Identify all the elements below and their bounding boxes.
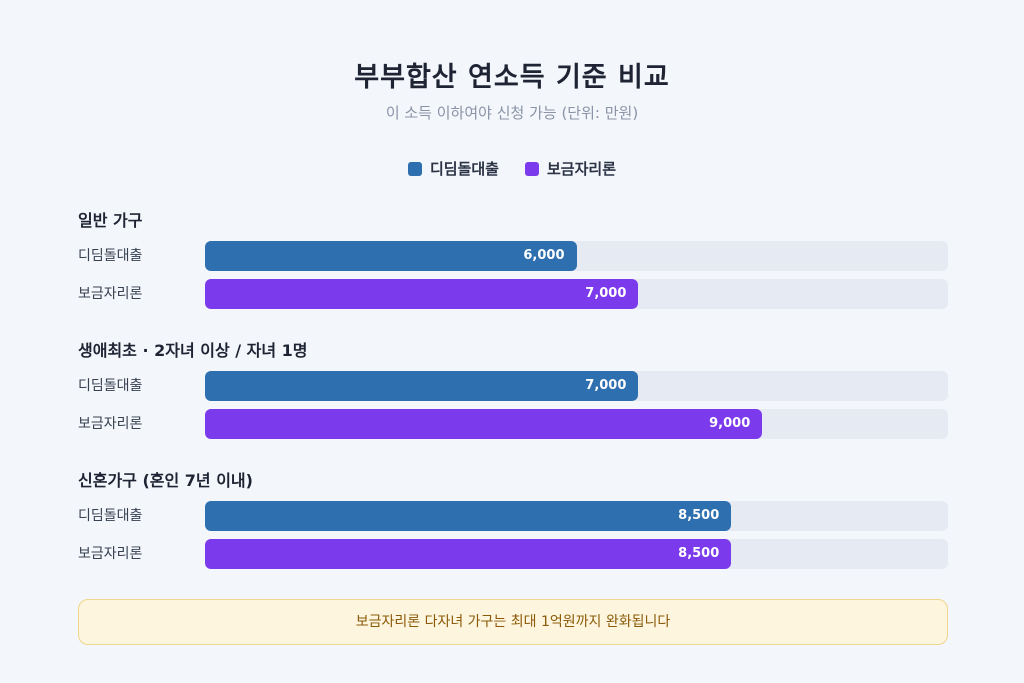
group-title: 신혼가구 (혼인 7년 이내): [78, 471, 253, 490]
group-newlywed: 신혼가구 (혼인 7년 이내): [78, 469, 948, 493]
bar-value-label: 9,000: [709, 416, 751, 431]
bar: 8,500: [205, 539, 732, 569]
bar-track: 7,000: [205, 279, 948, 309]
legend-label-series-1: 디딤돌대출: [429, 160, 499, 178]
legend-swatch-series-1: [407, 161, 422, 176]
bar-row-label: 보금자리론: [78, 286, 143, 302]
bar-row: 보금자리론 7,000: [78, 279, 948, 309]
bar-row-label: 보금자리론: [78, 416, 143, 432]
legend-swatch-series-2: [525, 161, 539, 176]
group-title: 생애최초 · 2자녀 이상 / 자녀 1명: [78, 341, 308, 360]
bar-row-label: 디딤돌대출: [78, 508, 143, 524]
bar: 9,000: [205, 409, 763, 439]
bar-row: 디딤돌대출 7,000: [78, 371, 948, 401]
info-note: 보금자리론 다자녀 가구는 최대 1억원까지 완화됩니다: [78, 599, 948, 645]
bar-value-label: 6,000: [523, 248, 565, 263]
bar-track: 9,000: [205, 409, 948, 439]
bar: 6,000: [205, 241, 577, 271]
bar-row: 디딤돌대출 8,500: [78, 501, 948, 531]
bar-value-label: 7,000: [585, 378, 627, 393]
bar: 8,500: [205, 501, 732, 531]
bar-row: 디딤돌대출 6,000: [78, 241, 948, 271]
legend-label-series-2: 보금자리론: [547, 160, 617, 178]
chart-legend: 디딤돌대출 보금자리론: [0, 158, 1024, 179]
bar-track: 7,000: [205, 371, 948, 401]
bar-track: 8,500: [205, 539, 948, 569]
bar-track: 8,500: [205, 501, 948, 531]
bar: 7,000: [205, 371, 639, 401]
bar-value-label: 7,000: [585, 286, 627, 301]
group-title: 일반 가구: [78, 211, 143, 230]
bar-row-label: 디딤돌대출: [78, 248, 143, 264]
bar-row: 보금자리론 8,500: [78, 539, 948, 569]
bar-value-label: 8,500: [678, 508, 720, 523]
bar-row: 보금자리론 9,000: [78, 409, 948, 439]
bar-row-label: 디딤돌대출: [78, 378, 143, 394]
group-first-time: 생애최초 · 2자녀 이상 / 자녀 1명: [78, 339, 948, 363]
bar-track: 6,000: [205, 241, 948, 271]
chart-subtitle: 이 소득 이하여야 신청 가능 (단위: 만원): [385, 104, 639, 122]
group-general: 일반 가구: [78, 209, 948, 233]
bar-value-label: 8,500: [678, 546, 720, 561]
bar: 7,000: [205, 279, 639, 309]
chart-title: 부부합산 연소득 기준 비교: [354, 62, 670, 93]
legend-item-series-2: 보금자리론: [525, 158, 616, 179]
bar-row-label: 보금자리론: [78, 546, 143, 562]
legend-item-series-1: 디딤돌대출: [407, 158, 499, 179]
